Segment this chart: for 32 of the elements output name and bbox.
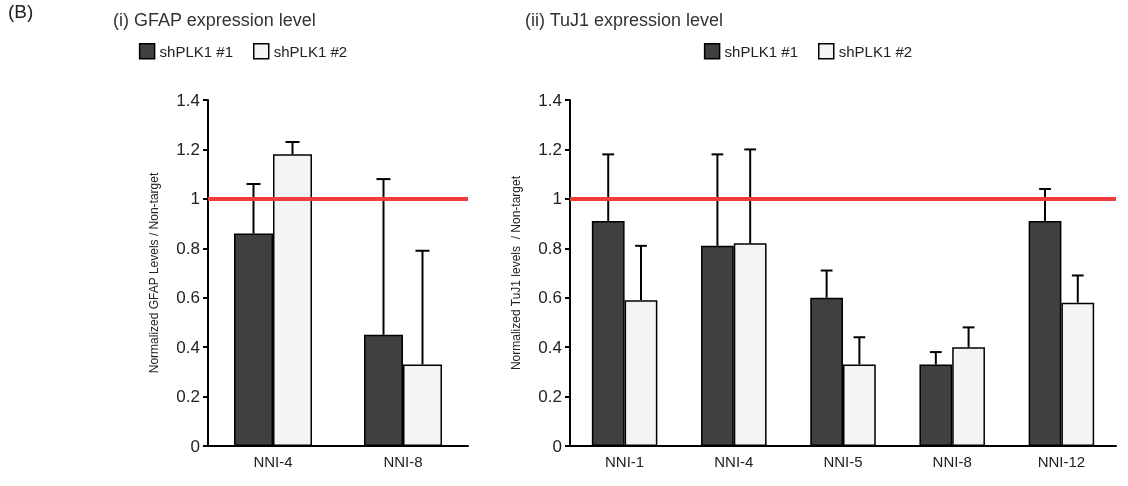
text: (B) — [8, 1, 34, 22]
y-tick-label: 0.6 — [538, 288, 562, 308]
legend-label: shPLK1 #2 — [838, 42, 913, 60]
y-tick-label: 0 — [552, 436, 562, 456]
x-tick-label: NNI-12 — [1037, 453, 1086, 470]
y-tick-label: 0.2 — [176, 387, 200, 407]
y-tick-label: 0.8 — [176, 238, 200, 258]
y-tick-label: 0.6 — [176, 288, 200, 308]
legend-label: shPLK1 #1 — [159, 42, 233, 60]
y-tick-label: 1.2 — [176, 139, 200, 159]
legend-label: shPLK1 #2 — [273, 42, 348, 60]
y-tick-label: 1.4 — [538, 90, 562, 110]
chart-title: (i) GFAP expression level — [113, 10, 316, 30]
y-tick-label: 1.4 — [176, 90, 200, 110]
x-tick-label: NNI-1 — [605, 453, 645, 470]
y-tick-label: 1.2 — [538, 139, 562, 159]
y-tick-label: 0.4 — [538, 337, 562, 357]
x-tick-label: NNI-8 — [383, 453, 423, 470]
x-tick-label: NNI-8 — [932, 453, 972, 470]
y-tick-label: 1 — [552, 189, 562, 209]
y-tick-label: 1 — [190, 189, 200, 209]
y-tick-label: 0.4 — [176, 337, 200, 357]
y-axis-title: Normalized TuJ1 levels / Non-target — [509, 175, 523, 371]
chart-title: (ii) TuJ1 expression level — [525, 10, 724, 30]
y-tick-label: 0.8 — [538, 238, 562, 258]
y-tick-label: 0 — [190, 436, 200, 456]
legend-label: shPLK1 #1 — [724, 42, 798, 60]
x-tick-label: NNI-4 — [253, 453, 293, 470]
y-tick-label: 0.2 — [538, 387, 562, 407]
y-axis-title: Normalized GFAP Levels / Non-target — [147, 172, 161, 374]
x-tick-label: NNI-4 — [714, 453, 754, 470]
x-tick-label: NNI-5 — [823, 453, 863, 470]
